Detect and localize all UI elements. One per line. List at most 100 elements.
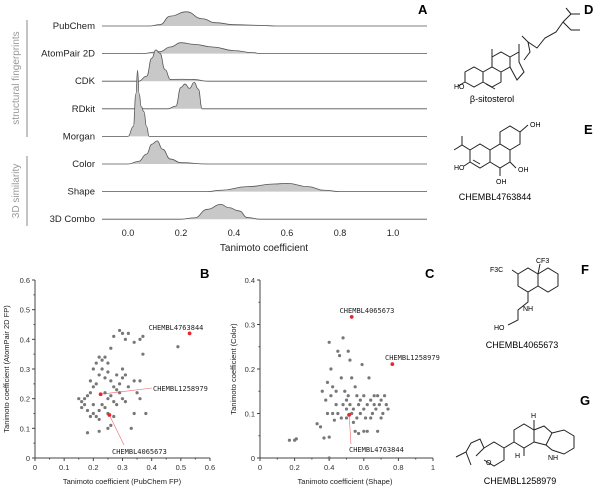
atom-label: HO — [454, 84, 465, 91]
data-point — [126, 385, 130, 389]
data-point — [327, 456, 331, 460]
highlight-leader-line — [109, 414, 125, 446]
data-point — [363, 416, 368, 420]
structure-f-name: CHEMBL4065673 — [486, 340, 559, 350]
structure-f-chembl4065673 — [507, 263, 559, 326]
data-point — [287, 438, 292, 442]
data-point — [88, 379, 93, 383]
panel-letter-c: C — [425, 266, 435, 281]
data-point — [325, 411, 330, 416]
data-point — [123, 400, 128, 404]
data-point — [97, 429, 101, 433]
highlight-label: CHEMBL1258979 — [153, 385, 208, 393]
panel-letter-a: A — [418, 2, 428, 17]
data-point — [176, 345, 180, 349]
data-point — [372, 394, 376, 398]
data-point — [91, 403, 95, 407]
panel-letter-g: G — [580, 393, 590, 408]
ridge-label: RDkit — [72, 104, 96, 115]
ridge-label: AtomPair 2D — [41, 49, 95, 60]
data-point — [100, 367, 104, 371]
ridge-line — [102, 42, 427, 54]
x-tick-label: 0.8 — [393, 463, 403, 472]
data-point — [357, 431, 361, 436]
data-point — [370, 411, 375, 416]
ridge-line — [102, 11, 427, 27]
panel-a-xlabel: Tanimoto coefficient — [220, 243, 308, 254]
atom-label: F3C — [490, 267, 503, 274]
data-point — [381, 411, 385, 416]
ridge-line — [102, 81, 427, 110]
data-point — [315, 422, 319, 426]
ridge-area — [102, 11, 427, 26]
atom-label: OH — [518, 167, 529, 174]
ridge-area — [102, 49, 427, 82]
x-tick-label: 0.4 — [228, 228, 241, 238]
data-point — [117, 382, 122, 386]
data-point — [103, 376, 107, 380]
data-point — [97, 373, 101, 377]
data-point — [360, 362, 364, 367]
group-label-3d: 3D similarity — [11, 164, 22, 218]
x-tick-label: 0.8 — [334, 228, 347, 238]
data-point — [365, 429, 369, 433]
data-point — [337, 354, 342, 358]
data-point — [327, 340, 331, 344]
data-point — [132, 411, 136, 416]
data-point — [82, 403, 87, 407]
data-point — [351, 420, 356, 424]
data-point — [322, 436, 326, 440]
data-point — [346, 394, 350, 398]
y-tick-label: 0.5 — [20, 306, 30, 315]
ridge-line — [102, 69, 427, 137]
data-point — [374, 407, 378, 411]
atom-label: CF3 — [536, 258, 549, 265]
data-point — [135, 391, 139, 395]
data-point — [318, 425, 323, 429]
data-point — [141, 352, 145, 356]
atom-label: OH — [496, 179, 507, 186]
highlight-label: CHEMBL1258979 — [385, 354, 440, 362]
x-tick-label: 0.6 — [281, 228, 294, 238]
data-point — [344, 398, 349, 402]
group-label-structural: structural fingerprints — [11, 31, 22, 124]
data-point — [120, 397, 125, 401]
y-tick-label: 0.4 — [245, 276, 255, 285]
highlight-point — [98, 392, 103, 397]
structure-d-beta-sitosterol — [457, 7, 580, 90]
data-point — [372, 403, 376, 407]
data-point — [376, 429, 380, 433]
data-point — [362, 407, 366, 411]
highlight-leader-line — [100, 387, 153, 395]
data-point — [353, 429, 357, 433]
structure-e-chembl4763844 — [453, 124, 529, 176]
ridge-label: Shape — [68, 187, 95, 198]
data-point — [339, 416, 343, 420]
atom-label: NH — [548, 455, 558, 462]
data-point — [100, 403, 104, 407]
atom-label: H — [531, 413, 536, 420]
data-point — [320, 389, 324, 393]
data-point — [336, 411, 340, 416]
panel-letter-f: F — [581, 262, 589, 277]
panel-c-xlabel: Tanimoto coefficient (Shape) — [298, 477, 393, 486]
data-point — [353, 385, 357, 389]
y-tick-label: 0 — [26, 454, 30, 463]
y-tick-label: 0.4 — [20, 335, 30, 344]
structure-e-name: CHEMBL4763844 — [459, 192, 532, 202]
data-point — [358, 398, 362, 402]
structure-d-name: β-sitosterol — [470, 94, 514, 104]
ridge-label: Color — [72, 159, 95, 170]
x-tick-label: 0.5 — [176, 463, 186, 472]
data-point — [106, 397, 110, 401]
ridge-line — [102, 182, 427, 192]
data-point — [109, 394, 113, 398]
ridge-line — [102, 140, 427, 165]
highlight-point — [187, 331, 192, 336]
data-point — [144, 411, 148, 416]
data-point — [355, 394, 359, 398]
data-point — [106, 361, 110, 365]
data-point — [358, 411, 362, 416]
data-point — [112, 414, 116, 419]
